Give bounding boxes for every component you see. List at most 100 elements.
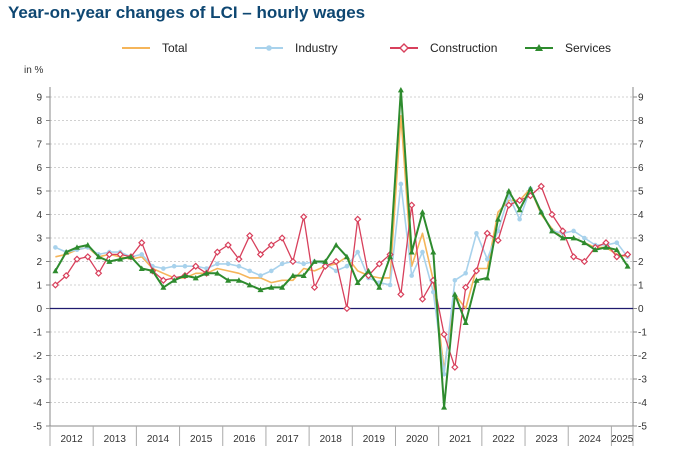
data-point-construction	[418, 295, 427, 303]
series-services	[52, 86, 631, 410]
data-point-services	[451, 291, 458, 297]
chart-title: Year-on-year changes of LCI – hourly wag…	[8, 3, 366, 22]
legend-item-services[interactable]: Services	[525, 41, 611, 55]
data-point-services	[257, 286, 264, 293]
y-tick-label-left: 3	[36, 234, 42, 245]
data-point-construction	[343, 304, 351, 313]
y-tick-label-left: 5	[36, 187, 42, 198]
data-point-services	[559, 235, 566, 241]
data-point-services	[160, 284, 167, 290]
series-construction	[51, 182, 632, 371]
data-point-industry	[161, 266, 166, 271]
data-point-construction	[548, 210, 556, 219]
data-point-services	[495, 216, 502, 222]
data-point-services	[181, 272, 188, 278]
data-point-services	[484, 274, 491, 281]
data-point-industry	[441, 372, 447, 377]
x-tick-label: 2015	[190, 434, 213, 445]
data-point-industry	[582, 235, 587, 241]
data-point-services	[408, 249, 415, 255]
data-point-industry	[484, 256, 490, 262]
data-point-construction	[494, 236, 502, 244]
data-point-construction	[94, 269, 103, 277]
y-tick-label-right: 4	[638, 210, 644, 221]
y-tick-label-left: 4	[36, 210, 42, 221]
y-tick-label-right: -1	[638, 328, 647, 339]
legend-item-industry[interactable]: Industry	[255, 41, 338, 55]
data-point-services	[603, 244, 610, 250]
data-point-services	[203, 270, 210, 276]
data-point-construction	[73, 255, 81, 263]
data-point-construction	[623, 250, 632, 259]
data-point-services	[527, 185, 534, 192]
data-point-construction	[472, 267, 481, 275]
data-point-services	[441, 404, 448, 410]
data-point-services	[430, 249, 437, 255]
axes: -5 -5 -4 -4 -3 -3 -2 -2 -1 -1 0 0 1 1 2 2 3 3 4 4 5 5 6 6 7 7 8 8 9 9…	[33, 87, 647, 446]
data-point-industry	[614, 240, 620, 245]
x-tick-label: 2021	[449, 434, 472, 445]
data-point-industry	[258, 273, 263, 278]
data-point-services	[117, 256, 124, 262]
data-point-construction	[310, 283, 319, 291]
data-point-services	[289, 272, 296, 278]
data-point-services	[73, 244, 80, 250]
y-tick-label-left: -2	[33, 351, 42, 362]
data-point-industry	[171, 263, 177, 269]
data-point-construction	[408, 201, 416, 209]
data-point-construction	[300, 213, 308, 221]
data-point-services	[365, 267, 372, 274]
y-tick-label-right: -4	[638, 398, 647, 409]
data-point-services	[387, 253, 394, 260]
data-point-industry	[398, 181, 404, 187]
series	[51, 86, 632, 410]
legend-label-services: Services	[565, 41, 611, 55]
data-point-industry	[463, 270, 468, 276]
data-point-construction	[213, 248, 221, 256]
data-point-industry	[571, 228, 576, 234]
x-tick-label: 2022	[492, 434, 515, 445]
data-point-services	[192, 274, 199, 281]
data-point-industry	[236, 263, 242, 269]
data-point-services	[473, 277, 480, 283]
x-tick-label: 2020	[406, 434, 429, 445]
data-point-services	[333, 242, 340, 248]
data-point-services	[63, 249, 70, 255]
data-point-construction	[62, 271, 70, 280]
data-point-construction	[354, 215, 362, 223]
data-point-services	[343, 253, 350, 260]
data-point-industry	[474, 231, 479, 236]
data-point-industry	[452, 278, 458, 283]
legend-item-construction[interactable]: Construction	[390, 41, 497, 55]
data-point-services	[505, 188, 512, 194]
data-point-construction	[105, 250, 114, 259]
y-tick-label-right: -2	[638, 351, 647, 362]
data-point-industry	[517, 216, 522, 222]
data-point-construction	[246, 232, 254, 240]
x-tick-label: 2012	[60, 434, 83, 445]
y-tick-label-left: 1	[36, 281, 42, 292]
data-point-industry	[420, 249, 425, 255]
data-point-industry	[355, 249, 360, 255]
data-point-services	[106, 258, 113, 264]
data-point-industry	[430, 289, 436, 295]
y-tick-label-left: 8	[36, 116, 42, 127]
y-axis-unit-label: in %	[24, 65, 44, 76]
data-point-services	[52, 267, 59, 274]
data-point-industry	[344, 263, 350, 269]
data-point-services	[225, 277, 232, 283]
data-point-construction	[375, 260, 383, 268]
legend-label-industry: Industry	[295, 41, 338, 55]
data-point-construction	[505, 201, 513, 209]
y-tick-label-left: 7	[36, 140, 42, 151]
data-point-industry	[269, 268, 274, 274]
y-tick-label-right: 7	[638, 140, 644, 151]
legend-item-total[interactable]: Total	[122, 41, 187, 55]
data-point-services	[538, 209, 545, 215]
data-point-services	[246, 282, 253, 288]
data-point-industry	[182, 263, 188, 269]
data-point-industry	[333, 268, 339, 274]
data-point-construction	[256, 250, 265, 259]
data-point-construction	[321, 262, 329, 270]
